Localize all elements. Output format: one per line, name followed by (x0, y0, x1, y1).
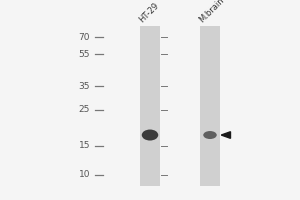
Text: 35: 35 (79, 82, 90, 91)
Bar (200, 26, 220, 186)
Bar (140, 26, 160, 186)
Text: 70: 70 (79, 33, 90, 42)
Polygon shape (221, 132, 230, 138)
Text: 25: 25 (79, 105, 90, 114)
Ellipse shape (203, 131, 217, 139)
Text: 15: 15 (79, 141, 90, 150)
Text: 10: 10 (79, 170, 90, 179)
Text: HT-29: HT-29 (137, 1, 160, 24)
Text: 55: 55 (79, 50, 90, 59)
Text: M.brain: M.brain (197, 0, 226, 24)
Ellipse shape (142, 130, 158, 141)
